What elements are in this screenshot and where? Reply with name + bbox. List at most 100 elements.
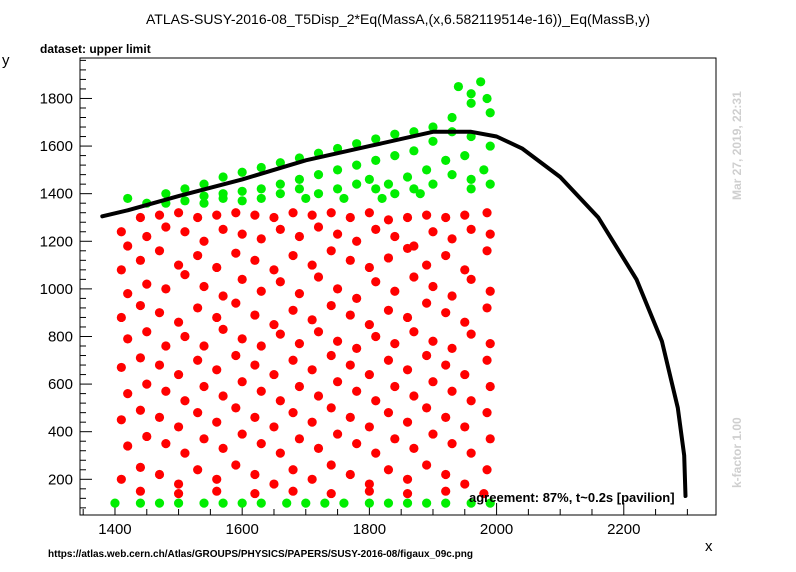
excluded-point bbox=[154, 246, 165, 256]
excluded-point bbox=[212, 210, 222, 220]
excluded-point bbox=[135, 212, 146, 223]
excluded-point bbox=[390, 381, 400, 392]
excluded-point bbox=[199, 381, 209, 392]
excluded-point bbox=[116, 227, 126, 237]
excluded-point bbox=[402, 474, 413, 484]
allowed-point bbox=[332, 165, 343, 175]
allowed-point bbox=[364, 498, 374, 508]
allowed-point bbox=[390, 129, 400, 139]
excluded-point bbox=[460, 265, 470, 275]
allowed-point bbox=[237, 196, 247, 206]
excluded-point bbox=[237, 429, 247, 439]
allowed-point bbox=[377, 193, 387, 204]
excluded-point bbox=[447, 291, 457, 301]
excluded-point bbox=[123, 389, 133, 399]
allowed-point bbox=[237, 498, 247, 508]
allowed-point bbox=[441, 498, 451, 508]
excluded-point bbox=[116, 265, 126, 275]
excluded-point bbox=[409, 443, 419, 453]
allowed-point bbox=[320, 498, 330, 508]
excluded-point bbox=[173, 422, 184, 432]
excluded-point bbox=[199, 434, 209, 444]
excluded-point bbox=[135, 255, 146, 265]
allowed-point bbox=[154, 498, 165, 508]
excluded-point bbox=[402, 212, 413, 223]
excluded-point bbox=[326, 300, 336, 311]
allowed-point bbox=[466, 174, 476, 184]
allowed-point bbox=[180, 196, 190, 206]
x-tick-label: 2200 bbox=[607, 521, 640, 538]
excluded-point bbox=[409, 391, 419, 401]
excluded-point bbox=[345, 255, 355, 265]
excluded-point bbox=[383, 465, 394, 475]
excluded-point bbox=[193, 465, 203, 475]
excluded-point bbox=[352, 236, 362, 246]
excluded-point bbox=[237, 274, 247, 284]
allowed-point bbox=[180, 184, 190, 194]
allowed-point bbox=[460, 150, 470, 161]
excluded-point bbox=[460, 317, 470, 327]
excluded-point bbox=[422, 350, 432, 361]
excluded-point bbox=[142, 279, 152, 289]
y-axis-label: y bbox=[2, 52, 10, 69]
allowed-point bbox=[466, 89, 476, 99]
y-tick-label: 800 bbox=[48, 328, 73, 345]
excluded-point bbox=[212, 365, 222, 375]
allowed-point bbox=[199, 198, 209, 208]
excluded-point bbox=[482, 355, 492, 365]
excluded-point bbox=[142, 327, 152, 337]
excluded-point bbox=[441, 469, 451, 480]
excluded-point bbox=[154, 360, 165, 370]
excluded-point bbox=[326, 403, 336, 413]
excluded-point bbox=[231, 298, 241, 308]
excluded-point bbox=[422, 460, 432, 470]
allowed-point bbox=[256, 498, 266, 508]
allowed-point bbox=[294, 184, 305, 194]
excluded-point bbox=[199, 341, 209, 351]
excluded-point bbox=[161, 284, 171, 294]
excluded-point bbox=[447, 438, 457, 449]
allowed-point bbox=[466, 498, 476, 508]
excluded-point bbox=[173, 479, 184, 489]
excluded-point bbox=[409, 272, 419, 282]
allowed-point bbox=[256, 184, 266, 194]
excluded-point bbox=[485, 339, 495, 349]
excluded-point bbox=[313, 222, 324, 232]
excluded-point bbox=[275, 329, 285, 339]
excluded-point bbox=[142, 231, 152, 242]
excluded-point bbox=[441, 212, 451, 223]
excluded-point bbox=[288, 486, 298, 496]
excluded-point bbox=[123, 334, 133, 344]
excluded-point bbox=[352, 438, 362, 449]
excluded-point bbox=[275, 224, 285, 234]
excluded-point bbox=[116, 415, 126, 425]
allowed-point bbox=[479, 165, 489, 175]
excluded-point bbox=[466, 329, 476, 339]
y-tick-label: 1400 bbox=[40, 186, 73, 203]
allowed-point bbox=[383, 179, 394, 189]
allowed-point bbox=[313, 189, 324, 199]
allowed-point bbox=[476, 77, 486, 87]
excluded-point bbox=[173, 488, 184, 499]
excluded-point bbox=[180, 331, 190, 342]
excluded-point bbox=[294, 434, 305, 444]
excluded-point bbox=[212, 262, 222, 273]
date-stamp: Mar 27, 2019, 22:31 bbox=[730, 91, 744, 200]
x-axis-label: x bbox=[705, 538, 713, 555]
y-tick-label: 400 bbox=[48, 424, 73, 441]
allowed-point bbox=[428, 179, 438, 189]
excluded-point bbox=[135, 462, 146, 472]
excluded-point bbox=[237, 377, 247, 387]
allowed-point bbox=[482, 93, 492, 104]
excluded-point bbox=[364, 479, 374, 489]
excluded-point bbox=[288, 465, 298, 475]
excluded-point bbox=[485, 381, 495, 392]
excluded-point bbox=[352, 343, 362, 353]
allowed-point bbox=[123, 193, 133, 204]
excluded-point bbox=[352, 293, 362, 304]
excluded-point bbox=[123, 241, 133, 251]
excluded-point bbox=[116, 362, 126, 373]
excluded-point bbox=[135, 300, 146, 311]
excluded-point bbox=[161, 438, 171, 449]
excluded-point bbox=[307, 365, 317, 375]
